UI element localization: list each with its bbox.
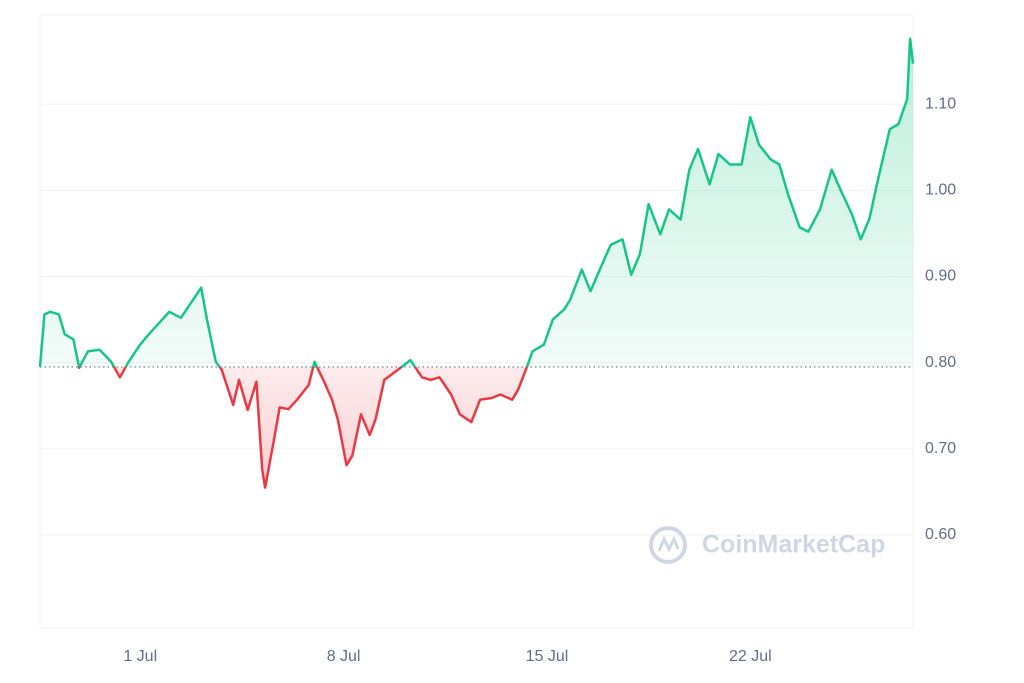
watermark [649, 526, 687, 564]
price-line [38, 37, 915, 489]
watermark-text: CoinMarketCap [702, 531, 885, 559]
y-tick-label: 1.10 [925, 95, 956, 112]
y-tick-label: 1.00 [925, 182, 956, 199]
y-tick-label: 0.80 [925, 354, 956, 371]
x-tick-label: 22 Jul [729, 648, 772, 665]
area-fill [40, 38, 913, 488]
y-tick-label: 0.70 [925, 440, 956, 457]
x-tick-label: 1 Jul [123, 648, 157, 665]
x-tick-label: 8 Jul [327, 648, 361, 665]
x-tick-label: 15 Jul [526, 648, 569, 665]
y-tick-label: 0.90 [925, 268, 956, 285]
y-tick-label: 0.60 [925, 526, 956, 543]
